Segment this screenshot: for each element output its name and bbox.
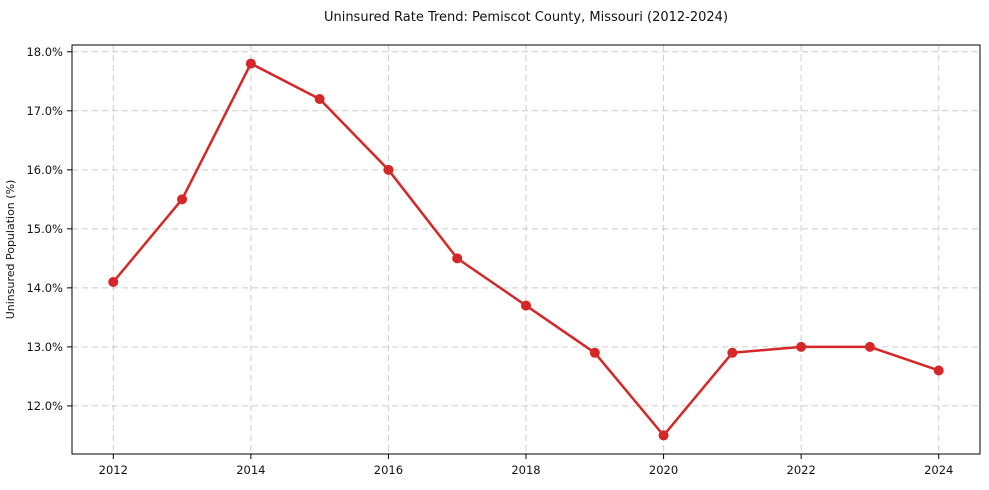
y-tick-label: 12.0% (26, 399, 63, 413)
data-point (314, 94, 325, 105)
y-tick-label: 13.0% (26, 340, 63, 354)
data-point (452, 253, 463, 264)
y-tick-label: 15.0% (26, 222, 63, 236)
x-tick-label: 2018 (511, 463, 540, 477)
axis-ticks (67, 51, 940, 459)
y-tick-label: 17.0% (26, 104, 63, 118)
data-point (108, 276, 119, 287)
chart-title: Uninsured Rate Trend: Pemiscot County, M… (324, 10, 728, 25)
y-tick-label: 18.0% (26, 45, 63, 59)
y-tick-label: 16.0% (26, 163, 63, 177)
data-point (933, 365, 944, 376)
data-point (245, 58, 256, 69)
data-point (177, 194, 188, 205)
x-tick-label: 2012 (99, 463, 128, 477)
data-point (658, 430, 669, 441)
y-axis-label: Uninsured Population (%) (4, 180, 17, 320)
data-point (796, 341, 807, 352)
data-point (383, 164, 394, 175)
x-tick-labels: 2012 2014 2016 2018 2020 2022 2024 (99, 463, 954, 477)
x-tick-label: 2022 (787, 463, 816, 477)
y-tick-label: 14.0% (26, 281, 63, 295)
gridlines (72, 45, 980, 454)
data-point (864, 341, 875, 352)
data-point (589, 347, 600, 358)
x-tick-label: 2024 (924, 463, 953, 477)
x-tick-label: 2020 (649, 463, 678, 477)
data-point (727, 347, 738, 358)
data-series-uninsured-rate (108, 58, 944, 441)
y-tick-labels: 12.0% 13.0% 14.0% 15.0% 16.0% 17.0% 18.0% (26, 45, 63, 413)
x-tick-label: 2016 (374, 463, 403, 477)
data-point (521, 300, 531, 311)
x-tick-label: 2014 (236, 463, 265, 477)
